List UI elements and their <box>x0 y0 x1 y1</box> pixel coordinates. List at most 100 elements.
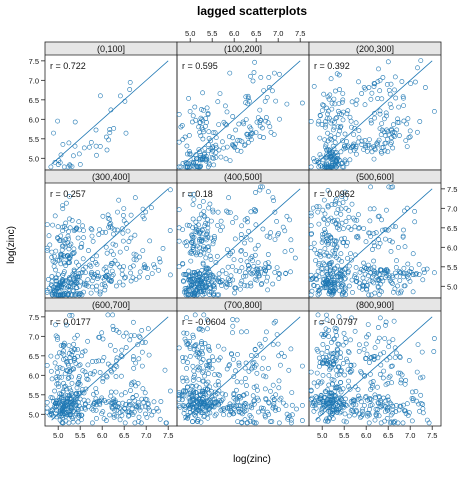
data-point <box>268 230 273 236</box>
data-point <box>49 407 55 413</box>
data-point <box>326 96 332 102</box>
data-point <box>372 392 378 398</box>
data-point <box>257 134 263 139</box>
data-point <box>345 367 351 372</box>
data-point <box>312 247 318 253</box>
panel-strip <box>309 42 441 55</box>
data-point <box>328 390 334 396</box>
data-point <box>100 229 105 235</box>
data-point <box>242 143 247 148</box>
data-point <box>76 262 82 268</box>
data-point <box>136 274 142 280</box>
data-point <box>406 410 412 416</box>
data-point <box>235 137 241 143</box>
data-point <box>95 276 100 281</box>
data-point <box>126 403 132 409</box>
data-point <box>216 382 222 388</box>
data-point <box>221 346 227 352</box>
data-point <box>318 399 324 405</box>
data-point <box>237 268 242 274</box>
data-point <box>412 219 418 225</box>
data-point <box>323 276 329 282</box>
data-point <box>68 396 74 401</box>
data-point <box>156 267 161 273</box>
data-point <box>181 388 186 394</box>
data-point <box>154 406 160 411</box>
data-point <box>379 289 384 294</box>
panel-strip <box>177 170 309 183</box>
data-point <box>109 225 115 231</box>
data-point <box>69 217 75 223</box>
data-point <box>402 244 408 250</box>
data-point <box>340 97 346 103</box>
data-point <box>44 362 50 368</box>
data-point <box>316 288 322 294</box>
data-point <box>308 223 314 229</box>
data-point <box>220 268 225 274</box>
y-axis-label: log(zinc) <box>6 226 17 264</box>
data-point <box>334 326 339 332</box>
data-point <box>241 402 247 408</box>
data-point <box>363 355 369 361</box>
data-point <box>236 360 242 366</box>
data-point <box>236 394 242 399</box>
data-point <box>328 76 334 82</box>
data-point <box>368 184 373 190</box>
data-point <box>58 152 64 158</box>
data-point <box>197 408 203 414</box>
data-point <box>179 397 185 403</box>
data-point <box>66 246 72 252</box>
data-point <box>66 284 72 289</box>
data-point <box>393 264 399 270</box>
data-point <box>308 213 314 219</box>
data-point <box>376 292 382 298</box>
data-point <box>181 393 187 399</box>
data-point <box>374 141 380 146</box>
data-point <box>75 409 81 415</box>
data-point <box>111 231 116 237</box>
data-point <box>232 403 238 409</box>
data-point <box>97 289 103 295</box>
data-point <box>238 235 244 241</box>
data-point <box>332 394 338 399</box>
data-point <box>218 227 223 233</box>
data-point <box>324 147 329 153</box>
data-point <box>176 238 182 244</box>
data-point <box>235 351 240 357</box>
data-point <box>213 400 219 406</box>
data-point <box>256 409 261 415</box>
data-point <box>277 271 282 277</box>
data-point <box>383 270 389 275</box>
data-point <box>360 406 365 412</box>
data-point <box>342 235 347 241</box>
data-point <box>229 264 235 269</box>
data-point <box>119 226 125 232</box>
data-point <box>254 277 260 283</box>
data-point <box>179 375 185 381</box>
data-point <box>197 278 203 284</box>
data-point <box>67 243 72 248</box>
data-point <box>87 144 92 150</box>
data-point <box>309 395 315 401</box>
data-point <box>207 348 213 353</box>
y-tick-label: 7.5 <box>447 185 457 194</box>
data-point <box>203 265 209 271</box>
data-point <box>276 231 281 236</box>
data-point <box>192 228 198 234</box>
data-point <box>362 137 368 143</box>
data-point <box>186 132 192 138</box>
data-point <box>381 350 387 355</box>
data-point <box>339 271 345 277</box>
y-tick-label: 6.5 <box>29 96 39 105</box>
data-point <box>108 368 114 373</box>
data-point <box>97 370 103 375</box>
data-point <box>143 209 149 215</box>
data-point <box>388 81 394 87</box>
data-point <box>200 345 205 351</box>
data-point <box>327 415 332 421</box>
data-point <box>60 238 66 244</box>
data-point <box>89 270 94 275</box>
data-point <box>353 102 359 107</box>
x-tick-label: 6.5 <box>383 431 393 440</box>
data-point <box>322 162 328 168</box>
